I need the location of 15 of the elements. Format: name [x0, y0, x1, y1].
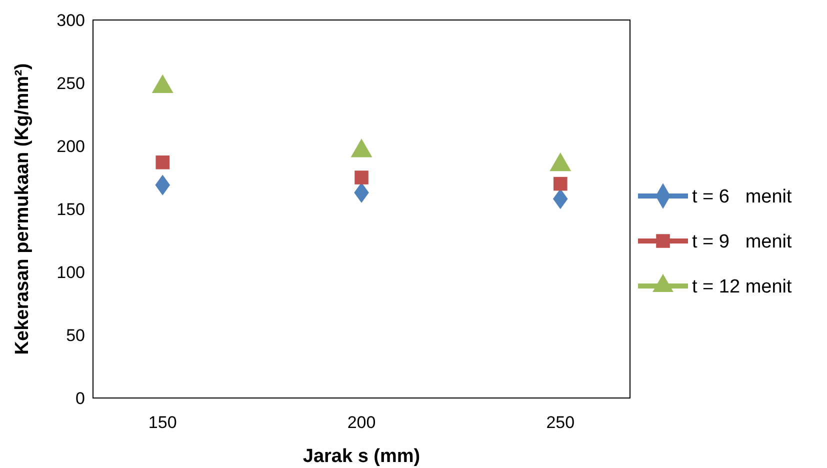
legend-label: t = 12 menit: [692, 276, 793, 298]
x-axis-title: Jarak s (mm): [302, 446, 420, 467]
y-tick-label: 300: [56, 10, 85, 30]
y-tick-label: 50: [66, 326, 85, 345]
y-tick-label: 250: [56, 74, 85, 93]
y-tick-label: 0: [76, 388, 85, 408]
y-tick-label: 150: [56, 200, 85, 219]
x-tick-label: 200: [347, 413, 376, 432]
legend-label: t = 6 menit: [692, 186, 793, 208]
y-axis-title: Kekerasan permukaan (Kg/mm²): [12, 63, 33, 355]
x-tick-label: 150: [148, 413, 177, 432]
y-tick-label: 200: [56, 136, 85, 156]
legend-label: t = 9 menit: [692, 232, 793, 253]
y-tick-label: 100: [56, 262, 85, 282]
x-tick-label: 250: [546, 413, 575, 432]
